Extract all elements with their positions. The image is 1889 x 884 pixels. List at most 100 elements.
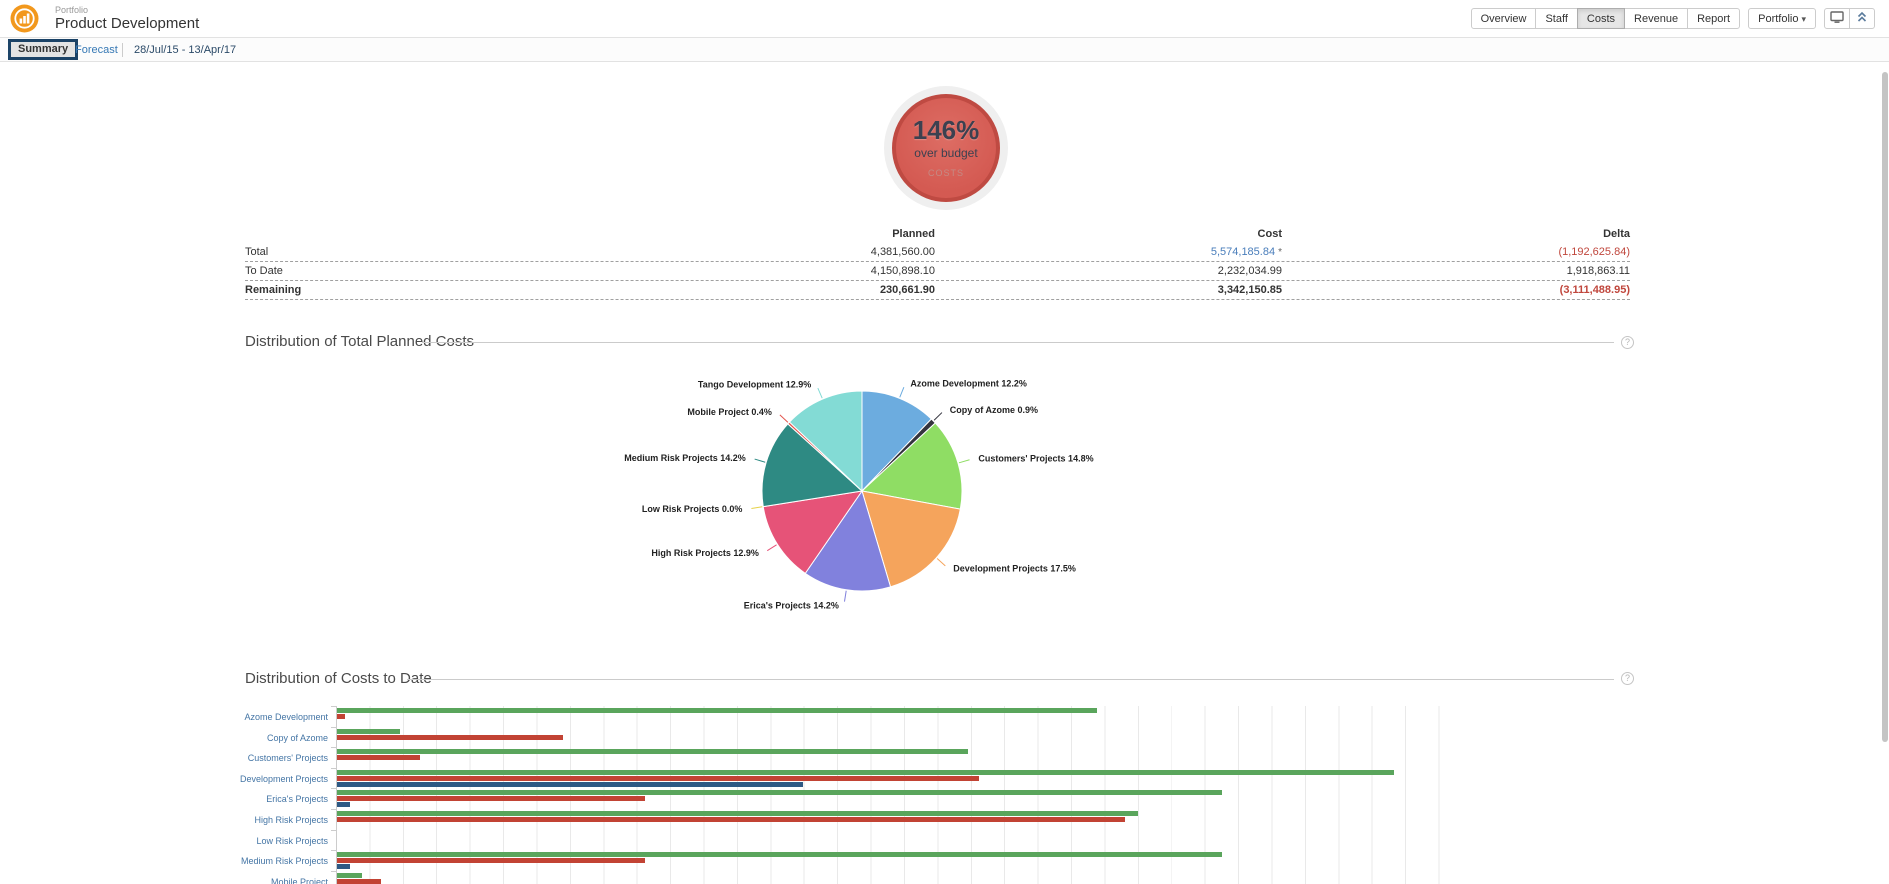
bar-blue-medium-risk-projects[interactable]: [337, 864, 350, 870]
pie-label: Low Risk Projects 0.0%: [642, 504, 743, 514]
axis-tick: [331, 850, 336, 852]
bar-category-medium-risk-projects[interactable]: Medium Risk Projects: [240, 856, 328, 867]
bar-red-mobile-project[interactable]: [337, 878, 382, 884]
cost-row-total: Total 4,381,560.00 5,574,185.84 * (1,192,625…: [245, 243, 1630, 262]
bar-category-high-risk-projects[interactable]: High Risk Projects: [254, 815, 328, 825]
section-title-costs-to-date: Distribution of Costs to Date: [245, 670, 432, 687]
pie-leader-line: [766, 544, 777, 552]
bar-red-development-projects[interactable]: [337, 775, 979, 781]
tab-overview[interactable]: Overview: [1470, 8, 1537, 29]
bar-red-copy-of-azome[interactable]: [337, 734, 564, 740]
pie-leader-line: [751, 506, 763, 510]
bar-category-low-risk-projects[interactable]: Low Risk Projects: [256, 835, 328, 846]
bar-category-azome-development[interactable]: Azome Development: [244, 712, 328, 722]
over-budget-badge-circle: 146% over budget COSTS: [892, 94, 1000, 202]
pie-label: High Risk Projects 12.9%: [651, 548, 759, 558]
bar-green-medium-risk-projects[interactable]: [337, 852, 1222, 858]
delta-value: (1,192,625.84): [1558, 246, 1630, 258]
bar-green-customers-projects[interactable]: [337, 749, 968, 755]
cost-value: 2,232,034.99: [1217, 265, 1282, 277]
axis-tick: [331, 726, 336, 728]
subnav-divider: [122, 43, 123, 57]
date-range-label: 28/Jul/15 - 13/Apr/17: [134, 44, 237, 56]
row-label: To Date: [245, 265, 283, 277]
pie-slice-azome-development[interactable]: [861, 390, 933, 493]
cost-footnote-marker: *: [1278, 247, 1282, 258]
section-rule-planned: [422, 342, 1614, 343]
help-icon-to-date[interactable]: ?: [1621, 672, 1634, 685]
pie-slice-tango-development[interactable]: [788, 390, 863, 493]
axis-tick: [331, 767, 336, 769]
bar-category-copy-of-azome[interactable]: Copy of Azome: [266, 732, 328, 743]
cost-summary-rows: Total 4,381,560.00 5,574,185.84 * (1,192,625…: [245, 243, 1630, 300]
header: Portfolio Product Development Overview St…: [0, 0, 1889, 38]
bar-green-mobile-project[interactable]: [337, 872, 362, 878]
bar-category-erica-s-projects[interactable]: Erica's Projects: [266, 794, 328, 805]
subnav-tab-summary[interactable]: Summary: [8, 39, 79, 60]
portfolio-dropdown-group: Portfolio ▾: [1748, 8, 1816, 29]
bar-red-high-risk-projects[interactable]: [337, 817, 1126, 822]
portfolio-dropdown-button[interactable]: Portfolio ▾: [1748, 8, 1816, 29]
axis-tick: [331, 870, 336, 872]
col-header-planned: Planned: [892, 227, 935, 240]
pie-label: Development Projects 17.5%: [953, 564, 1076, 574]
pie-leader-line: [843, 590, 847, 602]
bar-category-development-projects[interactable]: Development Projects: [239, 773, 328, 784]
bar-green-high-risk-projects[interactable]: [337, 811, 1138, 816]
chevron-down-icon: ▾: [1801, 13, 1806, 24]
row-label: Remaining: [245, 284, 302, 296]
bar-green-copy-of-azome[interactable]: [337, 728, 400, 734]
pie-leader-line: [936, 558, 946, 567]
planned-value: 4,381,560.00: [870, 246, 935, 258]
pie-slice-customers-projects[interactable]: [860, 422, 963, 510]
pie-slice-high-risk-projects[interactable]: [762, 490, 864, 575]
bar-category-customers-projects[interactable]: Customers' Projects: [247, 753, 328, 764]
subnav-tab-forecast[interactable]: Forecast: [75, 44, 118, 56]
bar-category-mobile-project[interactable]: Mobile Project: [270, 876, 328, 884]
pie-leader-line: [933, 412, 943, 421]
tab-report[interactable]: Report: [1687, 8, 1741, 29]
monitor-icon[interactable]: [1824, 8, 1850, 29]
header-icon-buttons: [1824, 8, 1875, 29]
pie-label: Azome Development 12.2%: [910, 378, 1027, 388]
pie-leader-line: [958, 459, 970, 464]
pie-slice-development-projects[interactable]: [861, 490, 961, 588]
cost-value: 3,342,150.85: [1217, 284, 1282, 296]
page-title: Product Development: [55, 15, 200, 32]
collapse-up-icon[interactable]: [1849, 8, 1875, 29]
bar-green-azome-development[interactable]: [337, 708, 1097, 713]
bar-green-development-projects[interactable]: [337, 769, 1394, 775]
vertical-scrollbar-thumb[interactable]: [1882, 72, 1888, 742]
bar-blue-development-projects[interactable]: [337, 781, 803, 787]
bar-chart-plot-area: [336, 706, 1472, 884]
help-icon-planned[interactable]: ?: [1621, 336, 1634, 349]
pie-label: Tango Development 12.9%: [698, 379, 811, 389]
axis-tick: [331, 747, 336, 749]
cost-summary-table: Planned Cost Delta Total 4,381,560.00 5,57…: [245, 224, 1630, 300]
bar-green-erica-s-projects[interactable]: [337, 790, 1222, 796]
delta-value: (3,111,488.95): [1559, 284, 1630, 296]
tab-staff[interactable]: Staff: [1535, 8, 1578, 29]
planned-value: 4,150,898.10: [870, 265, 935, 277]
pie-label: Customers' Projects 14.8%: [978, 454, 1093, 464]
cost-row-remaining: Remaining 230,661.90 3,342,150.85 (3,111,48…: [245, 281, 1630, 300]
subnav: Summary Forecast 28/Jul/15 - 13/Apr/17: [0, 38, 1889, 62]
pie-slice-medium-risk-projects[interactable]: [761, 423, 864, 508]
planned-value: 230,661.90: [879, 284, 935, 296]
pie-leader-line: [779, 414, 789, 423]
app-logo-bar-chart-icon[interactable]: [10, 4, 39, 33]
over-budget-percent: 146%: [912, 115, 980, 145]
tab-costs[interactable]: Costs: [1576, 8, 1626, 29]
pie-label: Medium Risk Projects 14.2%: [624, 453, 746, 463]
tab-revenue[interactable]: Revenue: [1624, 8, 1689, 29]
bar-red-erica-s-projects[interactable]: [337, 796, 645, 802]
bar-blue-erica-s-projects[interactable]: [337, 802, 350, 808]
pie-slice-erica-s-projects[interactable]: [804, 489, 892, 592]
over-budget-badge: 146% over budget COSTS: [884, 86, 1008, 210]
bar-red-customers-projects[interactable]: [337, 755, 420, 761]
pie-label: Copy of Azome 0.9%: [950, 405, 1038, 415]
bar-red-azome-development[interactable]: [337, 714, 345, 719]
axis-tick: [331, 788, 336, 790]
cost-value[interactable]: 5,574,185.84: [1210, 246, 1276, 258]
bar-red-medium-risk-projects[interactable]: [337, 858, 645, 864]
